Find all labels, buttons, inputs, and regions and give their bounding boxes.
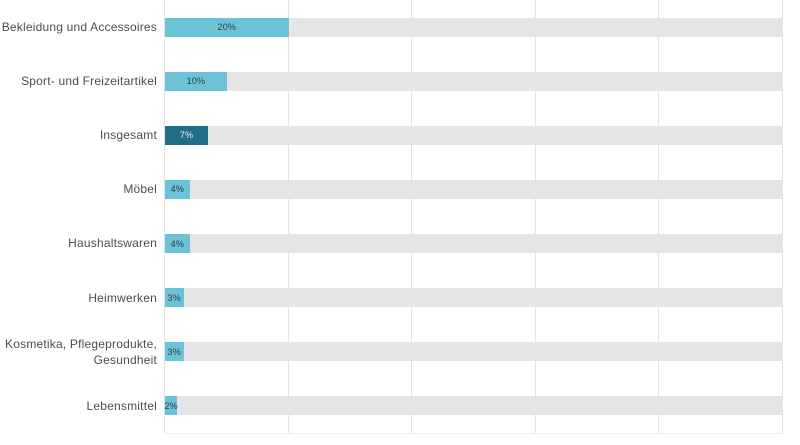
chart-row: Möbel 4%	[0, 162, 800, 216]
bar-track	[165, 17, 783, 37]
gridline	[411, 0, 413, 433]
bar-track	[165, 234, 783, 254]
category-label: Insgesamt	[99, 128, 157, 143]
bar-track-area: 10%	[165, 71, 783, 91]
bar[interactable]: 4%	[165, 179, 190, 199]
bar-track	[165, 179, 783, 199]
chart-row: Haushaltswaren 4%	[0, 217, 800, 271]
category-label: Bekleidung und Accessoires	[1, 19, 157, 34]
category-label: Lebensmittel	[86, 398, 157, 413]
chart-rows: Bekleidung und Accessoires 20% Sport- un…	[0, 0, 800, 433]
bar-track-area: 4%	[165, 179, 783, 199]
bar-track	[165, 342, 783, 362]
bar-value-label: 4%	[170, 184, 185, 195]
bar-value-label: 3%	[167, 346, 181, 357]
bar[interactable]: 2%	[164, 396, 178, 416]
chart-row: Insgesamt 7%	[0, 108, 800, 162]
bar-track	[165, 71, 783, 91]
bar-track-area: 3%	[165, 342, 783, 362]
bar[interactable]: 4%	[165, 234, 190, 254]
category-label: Möbel	[123, 182, 157, 197]
bar[interactable]: 10%	[165, 71, 227, 91]
bar[interactable]: 20%	[165, 17, 289, 37]
bar-track-area: 2%	[164, 396, 783, 416]
category-label: Heimwerken	[88, 290, 157, 305]
bar-track	[165, 288, 783, 308]
category-label: Sport- und Freizeitartikel	[21, 74, 157, 89]
bar-value-label: 3%	[167, 292, 181, 303]
bar[interactable]: 7%	[165, 125, 209, 145]
chart-row: Heimwerken 3%	[0, 271, 800, 325]
bar-track-area: 7%	[165, 125, 783, 145]
chart-row: Lebensmittel 2%	[0, 379, 800, 433]
bar-value-label: 20%	[217, 22, 237, 33]
chart-row: Bekleidung und Accessoires 20%	[0, 0, 800, 54]
bar-value-label: 10%	[186, 76, 206, 87]
category-label: Kosmetika, Pflegeprodukte, Gesundheit	[5, 336, 157, 367]
bar-value-label: 2%	[164, 400, 178, 411]
bar-track-area: 3%	[165, 288, 783, 308]
chart-row: Kosmetika, Pflegeprodukte, Gesundheit 3%	[0, 325, 800, 379]
bar-value-label: 7%	[179, 130, 194, 141]
bar-track	[165, 125, 783, 145]
gridline	[534, 0, 536, 433]
bar[interactable]: 3%	[165, 288, 184, 308]
bar[interactable]: 3%	[165, 342, 184, 362]
gridline	[164, 0, 165, 433]
bar-track-area: 20%	[165, 17, 783, 37]
bar-track	[165, 396, 783, 416]
gridline	[287, 0, 289, 433]
chart-row: Sport- und Freizeitartikel 10%	[0, 54, 800, 108]
bar-track-area: 4%	[165, 234, 783, 254]
gridline	[658, 0, 660, 433]
gridline	[782, 0, 783, 433]
plot-area	[164, 0, 783, 434]
bar-value-label: 4%	[170, 238, 185, 249]
category-label: Haushaltswaren	[68, 236, 157, 251]
